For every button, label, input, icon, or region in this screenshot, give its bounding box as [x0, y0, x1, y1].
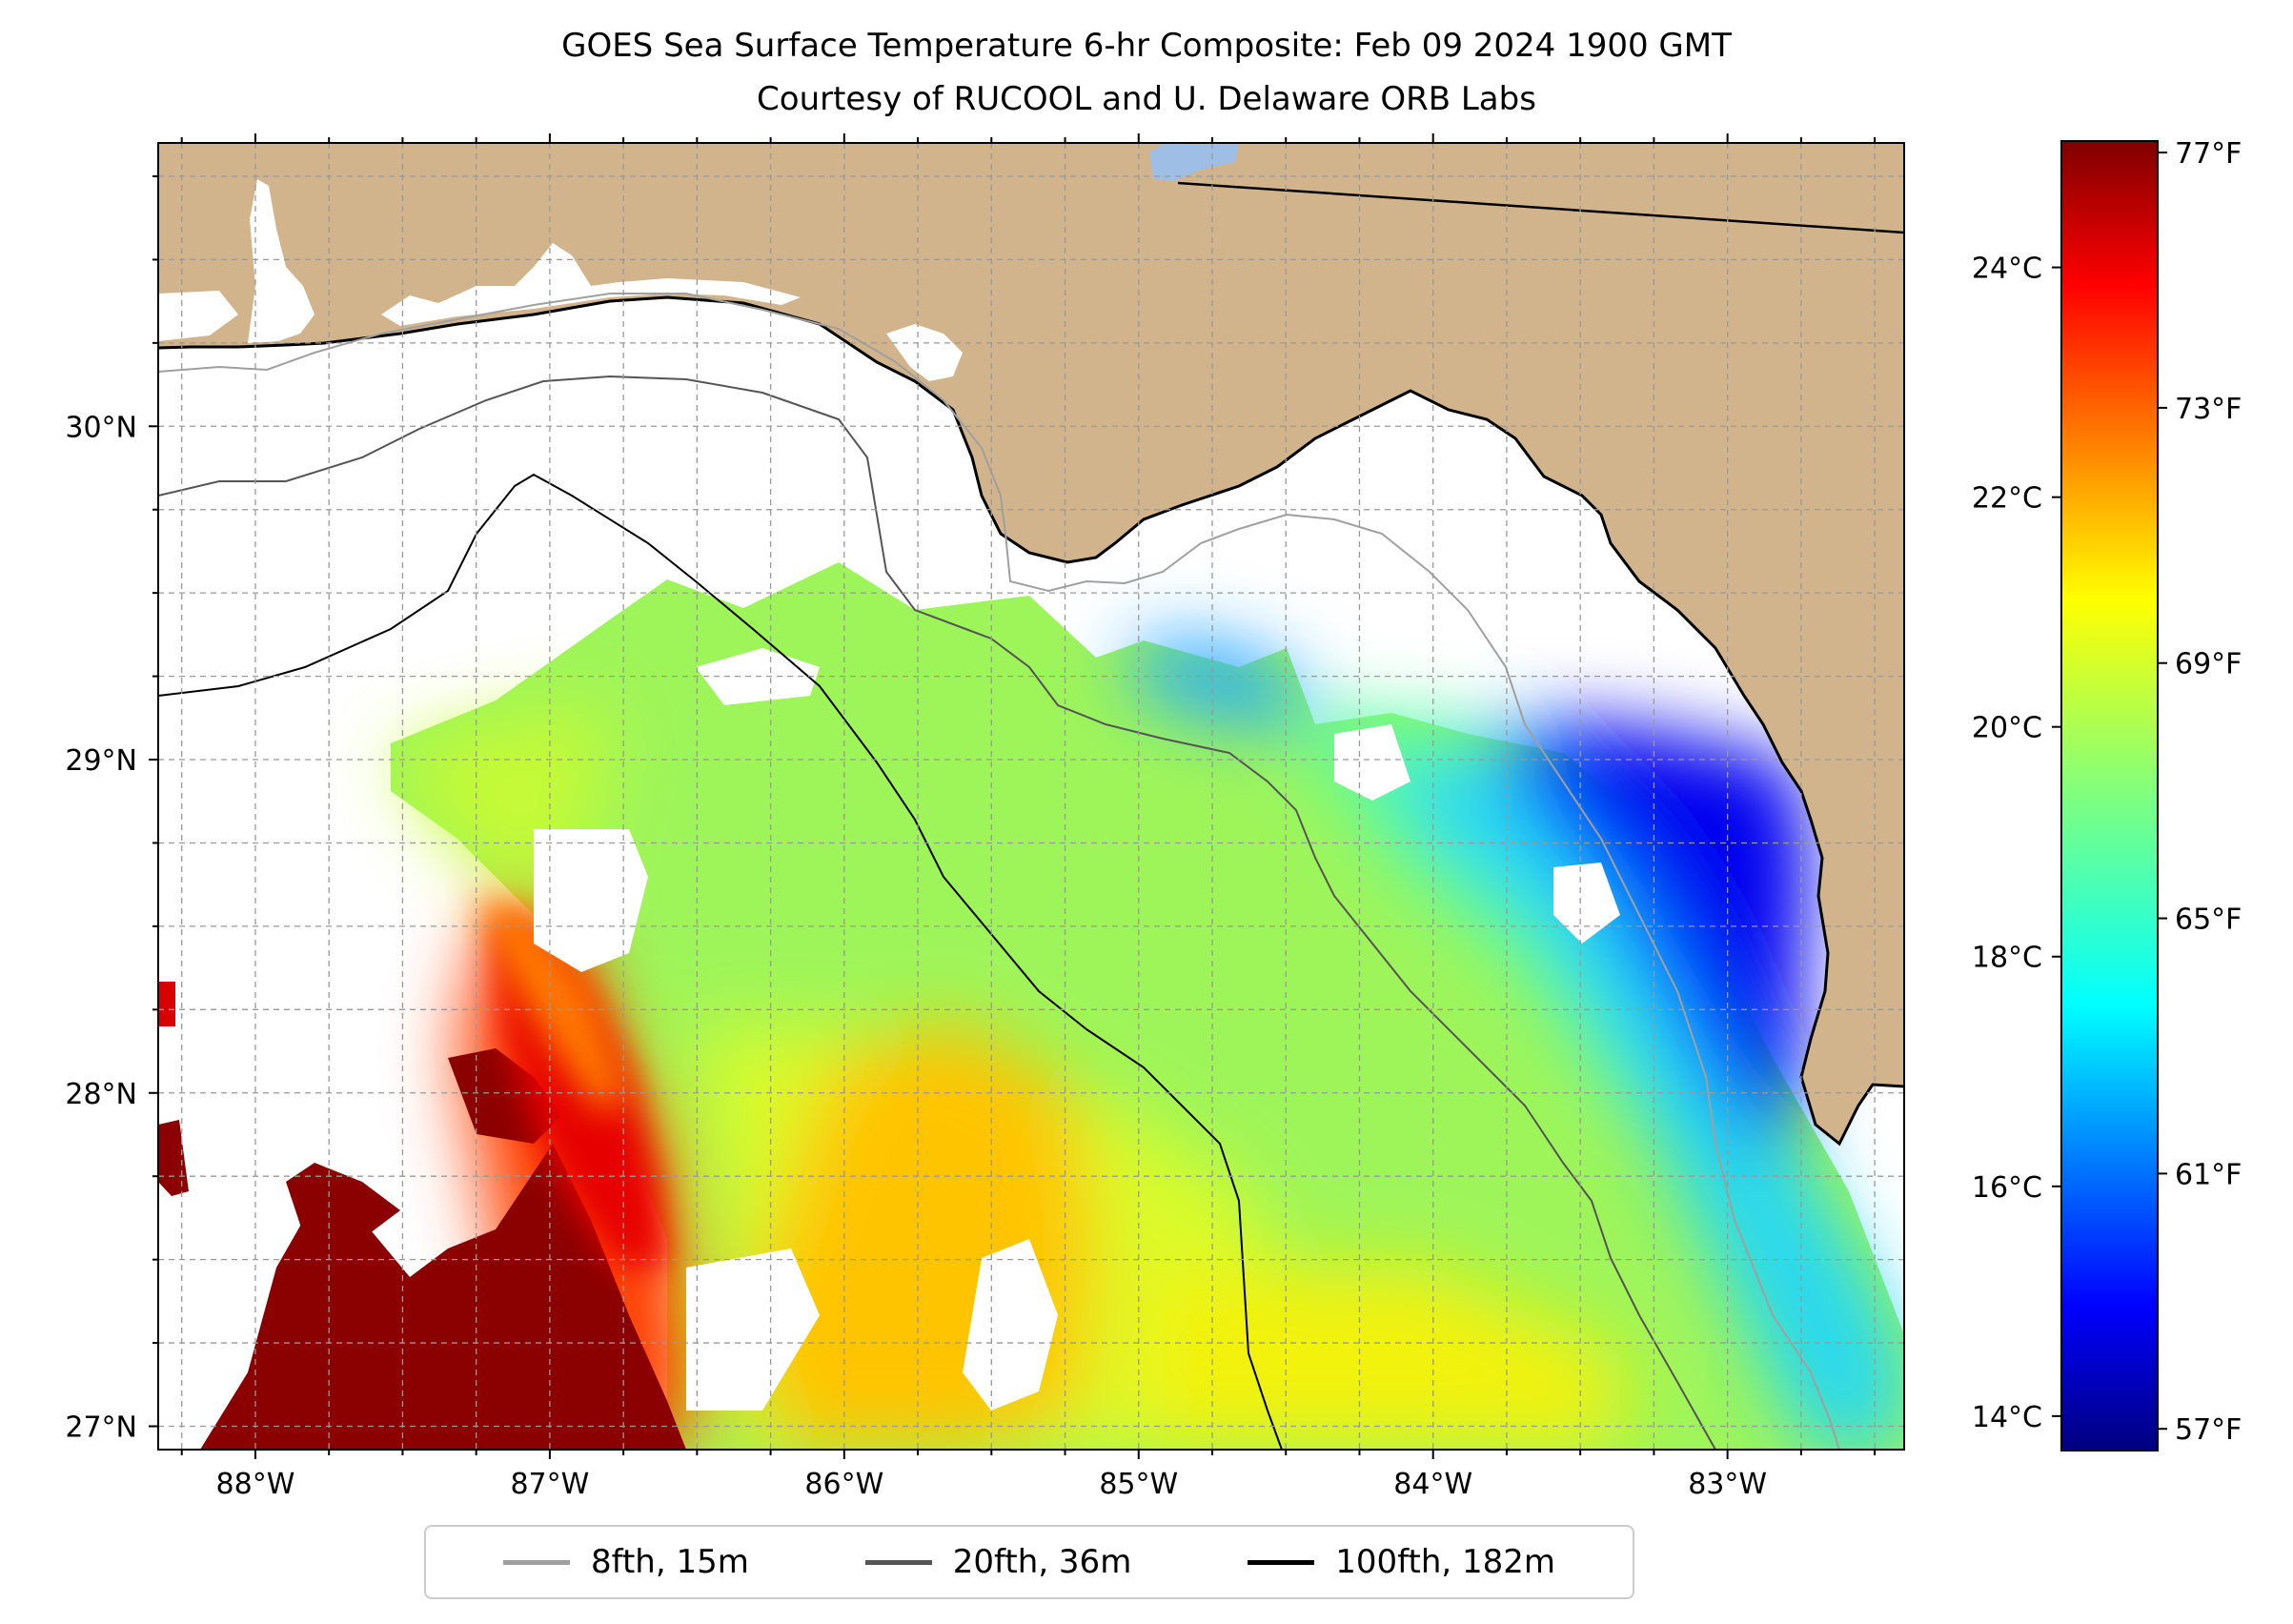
fahrenheit-tick-label: 73°F	[2175, 393, 2242, 426]
legend-label-20fth: 20fth, 36m	[952, 1543, 1132, 1581]
sst-field	[158, 562, 1904, 1450]
mississippi-sound	[158, 291, 238, 341]
legend-item-100fth: 100fth, 182m	[1248, 1543, 1555, 1581]
lat-tick-label: 27°N	[65, 1411, 137, 1445]
lat-tick-label: 30°N	[65, 411, 137, 444]
map-frame	[157, 142, 1905, 1451]
map-axes: 88°W 87°W 86°W 85°W 84°W 83°W 27°N 28°N 29°N 30°N	[65, 133, 1877, 1501]
land-masses	[158, 143, 1904, 1144]
pensacola-bay	[381, 243, 801, 326]
lat-tick-label: 28°N	[65, 1078, 137, 1111]
coastline	[158, 295, 1904, 1147]
colorbar	[2061, 141, 2158, 1451]
state-boundary	[1177, 181, 1904, 234]
lake-seminole	[1149, 143, 1239, 181]
lon-tick-label: 84°W	[1393, 1468, 1472, 1501]
legend-swatch-8fth	[502, 1559, 570, 1565]
colorbar-frame	[2060, 140, 2159, 1451]
legend-swatch-20fth	[864, 1559, 932, 1565]
legend-item-8fth: 8fth, 15m	[502, 1543, 749, 1581]
lat-tick-label: 29°N	[65, 744, 137, 778]
lon-tick-label: 87°W	[510, 1468, 589, 1501]
lon-tick-label: 83°W	[1688, 1468, 1767, 1501]
isobath-100fth	[158, 473, 1283, 1450]
isobath-legend: 8fth, 15m 20fth, 36m 100fth, 182m	[424, 1525, 1634, 1599]
gridlines	[158, 143, 1904, 1450]
fahrenheit-tick-label: 65°F	[2175, 903, 2242, 937]
chart-subtitle: Courtesy of RUCOOL and U. Delaware ORB L…	[757, 80, 1536, 118]
lon-tick-label: 85°W	[1099, 1468, 1178, 1501]
celsius-tick-label: 16°C	[1972, 1171, 2042, 1205]
isobath-20fth	[158, 375, 1716, 1450]
celsius-tick-label: 18°C	[1972, 942, 2042, 975]
fahrenheit-tick-label: 57°F	[2175, 1413, 2242, 1447]
celsius-tick-label: 14°C	[1972, 1401, 2042, 1434]
lon-tick-label: 88°W	[216, 1468, 295, 1501]
fahrenheit-tick-label: 69°F	[2175, 648, 2242, 681]
colorbar-ticks: 14°C 16°C 18°C 20°C 22°C 24°C 57°F 61°F 65°F 69°F…	[1972, 137, 2242, 1447]
celsius-tick-label: 24°C	[1972, 253, 2042, 286]
celsius-tick-label: 22°C	[1972, 482, 2042, 516]
choctawhatchee-bay	[886, 324, 963, 381]
legend-swatch-100fth	[1248, 1559, 1315, 1565]
legend-item-20fth: 20fth, 36m	[864, 1543, 1132, 1581]
legend-label-8fth: 8fth, 15m	[590, 1543, 749, 1581]
legend-label-100fth: 100fth, 182m	[1335, 1543, 1556, 1581]
fahrenheit-tick-label: 77°F	[2175, 137, 2242, 171]
map-panel	[158, 143, 1904, 1450]
chart-title: GOES Sea Surface Temperature 6-hr Compos…	[561, 27, 1732, 65]
celsius-tick-label: 20°C	[1972, 712, 2042, 745]
mobile-bay	[248, 179, 315, 343]
fahrenheit-tick-label: 61°F	[2175, 1158, 2242, 1191]
lon-tick-label: 86°W	[804, 1468, 883, 1501]
isobath-8fth	[158, 293, 1840, 1450]
